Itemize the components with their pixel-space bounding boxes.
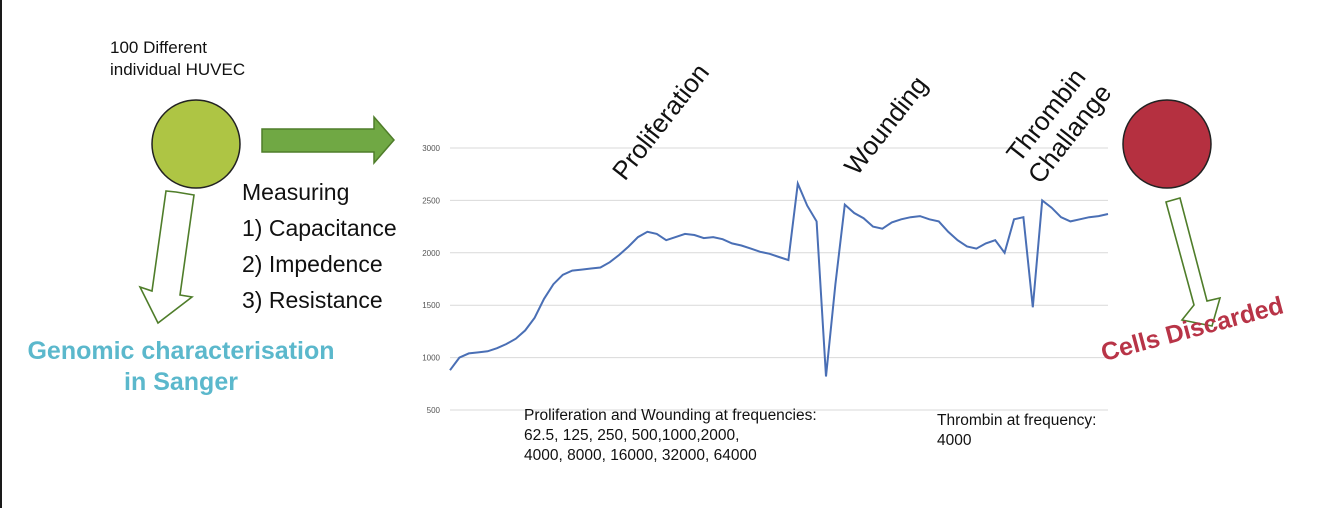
genomic-line1: Genomic characterisation: [27, 337, 335, 365]
huvec-label: 100 Different individual HUVEC: [110, 37, 245, 81]
down-arrow-to-genomic-icon: [138, 190, 195, 325]
genomic-characterisation-label: Genomic characterisation in Sanger: [22, 336, 340, 398]
genomic-line2: in Sanger: [124, 368, 238, 396]
right-arrow-icon: [261, 114, 395, 166]
measuring-item-impedence: 2) Impedence: [242, 251, 383, 277]
impedance-series-line: [449, 179, 1109, 377]
prolif-freq-line1: Proliferation and Wounding at frequencie…: [524, 407, 817, 424]
measuring-item-resistance: 3) Resistance: [242, 287, 383, 313]
thrombin-frequency-note: Thrombin at frequency: 4000: [937, 411, 1096, 451]
y-axis-ticks: 3000 2500 2000 1500 1000 500: [422, 144, 440, 415]
y-tick-label: 2500: [422, 196, 440, 205]
thrombin-freq-line1: Thrombin at frequency:: [937, 412, 1097, 429]
thrombin-freq-line2: 4000: [937, 432, 972, 449]
y-tick-label: 1500: [422, 301, 440, 310]
prolif-frequencies-note: Proliferation and Wounding at frequencie…: [524, 406, 817, 466]
measuring-list: Measuring 1) Capacitance 2) Impedence 3)…: [242, 174, 397, 318]
y-tick-label: 1000: [422, 354, 440, 363]
down-arrow-to-discarded-icon: [1165, 197, 1222, 327]
measuring-item-capacitance: 1) Capacitance: [242, 215, 397, 241]
chart-grid: [450, 147, 1108, 411]
measuring-title: Measuring: [242, 179, 350, 205]
prolif-freq-line2: 62.5, 125, 250, 500,1000,2000,: [524, 427, 740, 444]
left-frame-border: [0, 0, 2, 508]
y-tick-label: 3000: [422, 144, 440, 153]
y-tick-label: 500: [427, 406, 441, 415]
huvec-source-circle: [151, 99, 241, 189]
huvec-label-line1: 100 Different: [110, 38, 208, 57]
y-tick-label: 2000: [422, 249, 440, 258]
prolif-freq-line3: 4000, 8000, 16000, 32000, 64000: [524, 447, 757, 464]
huvec-label-line2: individual HUVEC: [110, 60, 246, 79]
discard-circle: [1122, 99, 1212, 189]
